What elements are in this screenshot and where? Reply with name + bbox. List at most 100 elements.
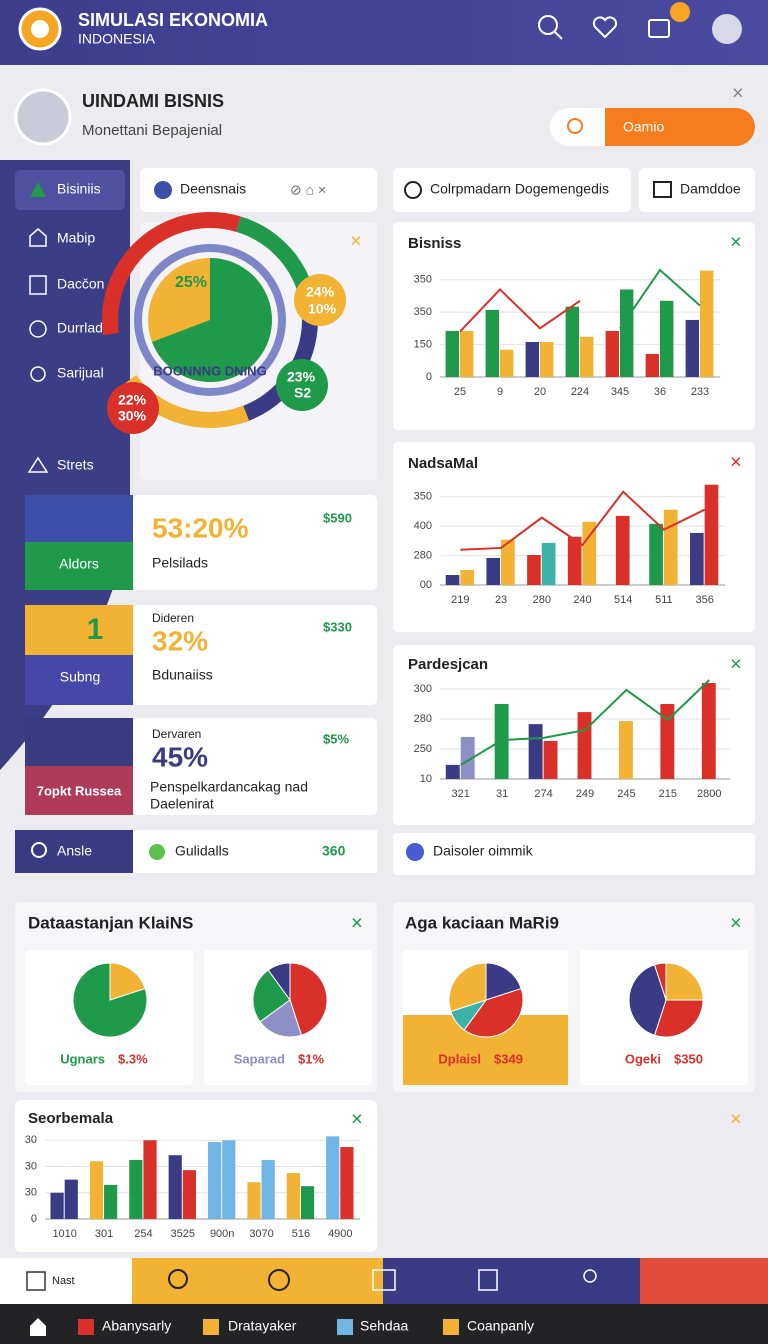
bar bbox=[525, 341, 539, 377]
nav-item[interactable]: Durrlads bbox=[57, 320, 110, 336]
empty-panel bbox=[393, 1100, 755, 1252]
tab[interactable] bbox=[639, 168, 755, 212]
footer-item[interactable]: Dratayaker bbox=[228, 1318, 297, 1334]
footer-icon bbox=[203, 1319, 219, 1335]
tile-label[interactable]: Ansle bbox=[57, 843, 92, 859]
y-tick-label: 350 bbox=[414, 306, 432, 318]
close-icon[interactable]: × bbox=[730, 912, 742, 934]
nav-tab[interactable] bbox=[383, 1258, 640, 1304]
bar bbox=[129, 1159, 143, 1219]
footer bbox=[0, 1304, 768, 1344]
donut-label: S2 bbox=[294, 385, 311, 401]
search-icon[interactable] bbox=[538, 15, 558, 35]
action-button[interactable] bbox=[605, 108, 755, 146]
home-icon[interactable] bbox=[30, 1318, 46, 1336]
search-handle bbox=[554, 31, 563, 40]
x-tick-label: 274 bbox=[534, 788, 552, 800]
close-icon[interactable]: × bbox=[351, 1108, 363, 1130]
nav-item[interactable]: Mabip bbox=[57, 230, 95, 246]
bar bbox=[222, 1140, 236, 1219]
close-icon[interactable]: × bbox=[351, 912, 363, 934]
card-tile[interactable] bbox=[15, 830, 133, 873]
x-tick-label: 25 bbox=[454, 386, 466, 398]
section-title: Dataastanjan KlaiNS bbox=[28, 913, 193, 932]
pie-slice bbox=[448, 962, 487, 1013]
nav-item[interactable]: Bisiniis bbox=[57, 181, 101, 197]
strip-icon bbox=[406, 843, 424, 861]
y-tick-label: 280 bbox=[414, 713, 432, 725]
close-icon[interactable]: × bbox=[730, 451, 742, 473]
nav-item[interactable]: Strets bbox=[57, 457, 94, 473]
x-tick-label: 249 bbox=[576, 788, 594, 800]
x-tick-label: 224 bbox=[571, 386, 589, 398]
pill-icon bbox=[567, 118, 583, 134]
donut-label: 30% bbox=[118, 408, 147, 424]
pie-note: $349 bbox=[494, 1051, 523, 1066]
card-amount: $590 bbox=[323, 510, 352, 525]
strip-label[interactable]: Daisoler oimmik bbox=[433, 843, 534, 859]
tab[interactable] bbox=[393, 168, 631, 212]
bar bbox=[704, 484, 719, 585]
y-tick-label: 30 bbox=[25, 1160, 37, 1172]
x-tick-label: 514 bbox=[614, 594, 632, 606]
donut-label: 24% bbox=[306, 284, 335, 300]
footer-icon bbox=[337, 1319, 353, 1335]
footer-item[interactable]: Abanysarly bbox=[102, 1318, 171, 1334]
pie-slice bbox=[665, 962, 704, 1001]
tab-label[interactable]: Damddoe bbox=[680, 181, 741, 197]
nav-icons bbox=[168, 1269, 290, 1291]
x-tick-label: 321 bbox=[452, 788, 470, 800]
header-icons bbox=[538, 15, 670, 40]
card-tile bbox=[25, 605, 133, 655]
card-amount: $330 bbox=[323, 619, 352, 634]
y-tick-label: 350 bbox=[414, 274, 432, 286]
nav-icon bbox=[26, 1271, 46, 1291]
close-icon[interactable]: × bbox=[730, 653, 742, 675]
action-label[interactable]: Oamio bbox=[623, 119, 664, 135]
close-icon[interactable]: × bbox=[732, 82, 744, 104]
profile-name: UINDAMI BISNIS bbox=[82, 91, 224, 111]
x-tick-label: 1010 bbox=[52, 1228, 76, 1240]
y-tick-label: 400 bbox=[414, 520, 432, 532]
pie-label: Ogeki bbox=[625, 1051, 661, 1066]
pie-slice bbox=[109, 962, 146, 1001]
y-tick-label: 0 bbox=[426, 371, 432, 383]
bag-icon[interactable] bbox=[648, 19, 670, 38]
x-tick-label: 215 bbox=[659, 788, 677, 800]
bar bbox=[605, 330, 619, 377]
card bbox=[133, 718, 377, 815]
nav-item[interactable]: Sarijual bbox=[57, 365, 104, 381]
tab-icon bbox=[653, 181, 672, 198]
pie-note: $350 bbox=[674, 1051, 703, 1066]
x-tick-label: 356 bbox=[695, 594, 713, 606]
tab[interactable] bbox=[140, 168, 377, 212]
nav-tab[interactable] bbox=[132, 1258, 383, 1304]
nav-item[interactable]: Dacčon bbox=[57, 276, 104, 292]
pie-slice bbox=[267, 962, 291, 1002]
nav-icons bbox=[372, 1269, 597, 1291]
close-icon[interactable]: × bbox=[730, 231, 742, 253]
tab-label[interactable]: Colrpmadarn Dogemengedis bbox=[430, 181, 609, 197]
avatar[interactable] bbox=[712, 14, 742, 44]
nav-tab[interactable] bbox=[0, 1258, 132, 1304]
strip[interactable] bbox=[393, 833, 755, 875]
bar bbox=[528, 724, 543, 779]
tab-tools[interactable]: ⊘ ⌂ × bbox=[290, 182, 326, 198]
close-icon[interactable]: × bbox=[730, 1108, 742, 1130]
bar bbox=[541, 542, 556, 585]
nav-tab[interactable] bbox=[640, 1258, 768, 1304]
profile-avatar bbox=[14, 88, 72, 146]
bar bbox=[445, 764, 460, 779]
x-tick-label: 301 bbox=[95, 1228, 113, 1240]
nav-label[interactable]: Nast bbox=[52, 1275, 75, 1287]
heart-icon[interactable] bbox=[592, 16, 618, 39]
card bbox=[133, 830, 377, 873]
close-icon[interactable]: × bbox=[350, 230, 362, 252]
footer-item[interactable]: Coanpanly bbox=[467, 1318, 534, 1334]
card-tile bbox=[25, 766, 133, 815]
x-tick-label: 20 bbox=[534, 386, 546, 398]
card-value: 32% bbox=[152, 625, 208, 656]
sidebar-active[interactable] bbox=[15, 170, 125, 210]
footer-item[interactable]: Sehdaa bbox=[360, 1318, 408, 1334]
tab-label[interactable]: Deensnais bbox=[180, 181, 246, 197]
